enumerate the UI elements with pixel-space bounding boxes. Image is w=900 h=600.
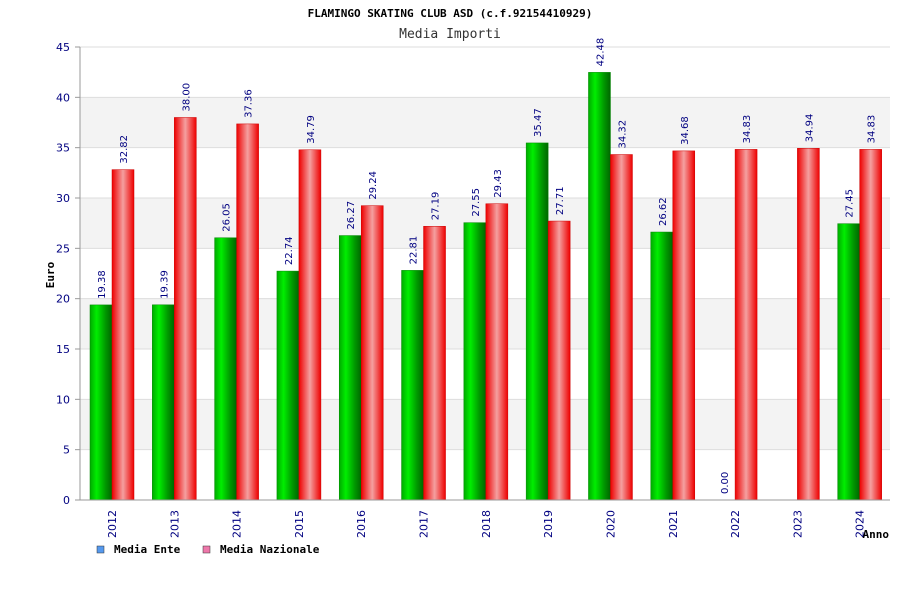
bar-media-ente-2020 bbox=[588, 72, 611, 501]
value-label: 34.79 bbox=[306, 115, 317, 144]
y-tick-label: 15 bbox=[56, 343, 70, 356]
y-tick-label: 10 bbox=[56, 393, 70, 406]
y-tick-label: 20 bbox=[56, 293, 70, 306]
value-label: 26.27 bbox=[346, 201, 357, 230]
bar-media-ente-2012 bbox=[89, 304, 113, 501]
bar-media-ente-2021 bbox=[650, 231, 674, 501]
legend-label-media-ente: Media Ente bbox=[114, 543, 181, 556]
plot-band bbox=[80, 147, 890, 198]
bar-media-nazionale-2019 bbox=[547, 220, 571, 501]
value-label: 27.71 bbox=[555, 186, 566, 215]
value-label: 19.39 bbox=[159, 270, 170, 299]
chart-title: FLAMINGO SKATING CLUB ASD (c.f.921544109… bbox=[308, 7, 593, 20]
y-tick-label: 5 bbox=[63, 444, 70, 457]
value-label: 26.05 bbox=[222, 203, 233, 232]
bar-media-nazionale-2024 bbox=[859, 149, 882, 501]
value-label: 32.82 bbox=[119, 135, 130, 164]
bar-media-nazionale-2012 bbox=[111, 169, 135, 501]
bar-media-nazionale-2023 bbox=[797, 148, 820, 501]
x-axis-ticks: 2012 2013 2014 2015 2016 2017 2018 2019 2020 2021… bbox=[106, 510, 867, 538]
value-label: 34.32 bbox=[617, 120, 628, 149]
bar-media-ente-2019 bbox=[525, 142, 549, 501]
value-label: 34.94 bbox=[804, 114, 815, 143]
value-label: 27.19 bbox=[431, 192, 442, 221]
y-tick-label: 0 bbox=[63, 494, 70, 507]
bar-media-ente-2018 bbox=[463, 222, 487, 501]
x-tick-label: 2020 bbox=[604, 510, 617, 538]
y-axis-ticks: 0 5 10 15 20 25 30 35 40 45 bbox=[56, 41, 80, 507]
bar-media-nazionale-2018 bbox=[485, 203, 509, 501]
value-label: 38.00 bbox=[181, 83, 192, 112]
bar-media-nazionale-2021 bbox=[672, 150, 696, 501]
value-label: 22.74 bbox=[284, 236, 295, 265]
x-tick-label: 2019 bbox=[542, 510, 555, 538]
bar-media-ente-2016 bbox=[338, 235, 362, 501]
value-label: 27.55 bbox=[471, 188, 482, 217]
y-tick-label: 40 bbox=[56, 91, 70, 104]
bar-media-nazionale-2022 bbox=[734, 149, 758, 501]
value-label: 22.81 bbox=[409, 236, 420, 265]
legend: Media Ente Media Nazionale bbox=[96, 543, 320, 556]
x-tick-label: 2022 bbox=[729, 510, 742, 538]
x-tick-label: 2021 bbox=[667, 510, 680, 538]
bar-media-nazionale-2020 bbox=[610, 154, 633, 501]
bar-media-nazionale-2015 bbox=[298, 149, 322, 501]
bar-media-nazionale-2013 bbox=[174, 117, 197, 501]
x-tick-label: 2024 bbox=[854, 510, 867, 538]
x-tick-label: 2012 bbox=[106, 510, 119, 538]
legend-label-media-nazionale: Media Nazionale bbox=[220, 543, 320, 556]
value-label: 37.36 bbox=[244, 89, 255, 118]
value-label: 29.24 bbox=[368, 171, 379, 200]
value-label: 35.47 bbox=[533, 108, 544, 137]
value-label: 19.38 bbox=[97, 270, 108, 299]
bar-media-ente-2015 bbox=[276, 270, 300, 501]
x-tick-label: 2014 bbox=[231, 510, 244, 538]
x-tick-label: 2017 bbox=[418, 510, 431, 538]
value-label: 0.00 bbox=[720, 472, 731, 494]
value-label: 27.45 bbox=[845, 189, 856, 218]
bar-media-ente-2014 bbox=[214, 237, 237, 501]
value-label: 42.48 bbox=[595, 38, 606, 67]
bar-media-nazionale-2017 bbox=[423, 226, 446, 501]
y-tick-label: 25 bbox=[56, 242, 70, 255]
x-tick-label: 2023 bbox=[791, 510, 804, 538]
y-tick-label: 35 bbox=[56, 142, 70, 155]
bars bbox=[89, 72, 882, 501]
bar-media-ente-2017 bbox=[401, 270, 424, 501]
legend-swatch-media-nazionale bbox=[202, 545, 211, 554]
bar-media-ente-2013 bbox=[152, 304, 175, 501]
bar-media-ente-2024 bbox=[837, 223, 860, 501]
x-tick-label: 2018 bbox=[480, 510, 493, 538]
bar-media-nazionale-2016 bbox=[360, 205, 384, 501]
x-tick-label: 2015 bbox=[293, 510, 306, 538]
y-tick-label: 30 bbox=[56, 192, 70, 205]
value-label: 29.43 bbox=[493, 169, 504, 198]
x-axis-label: Anno bbox=[863, 528, 890, 541]
plot-band bbox=[80, 47, 890, 98]
x-tick-label: 2016 bbox=[355, 510, 368, 538]
value-label: 34.83 bbox=[867, 115, 878, 144]
x-tick-label: 2013 bbox=[168, 510, 181, 538]
bar-media-nazionale-2014 bbox=[236, 123, 259, 501]
y-axis-label: Euro bbox=[44, 261, 57, 288]
value-label: 34.68 bbox=[680, 116, 691, 145]
chart-subtitle: Media Importi bbox=[399, 27, 501, 42]
y-tick-label: 45 bbox=[56, 41, 70, 54]
plot-band bbox=[80, 97, 890, 148]
value-label: 34.83 bbox=[742, 115, 753, 144]
value-label: 26.62 bbox=[658, 197, 669, 226]
value-labels: 19.38 32.82 19.39 38.00 26.05 37.36 22.74 34.79… bbox=[97, 38, 878, 494]
legend-swatch-media-ente bbox=[96, 545, 105, 554]
